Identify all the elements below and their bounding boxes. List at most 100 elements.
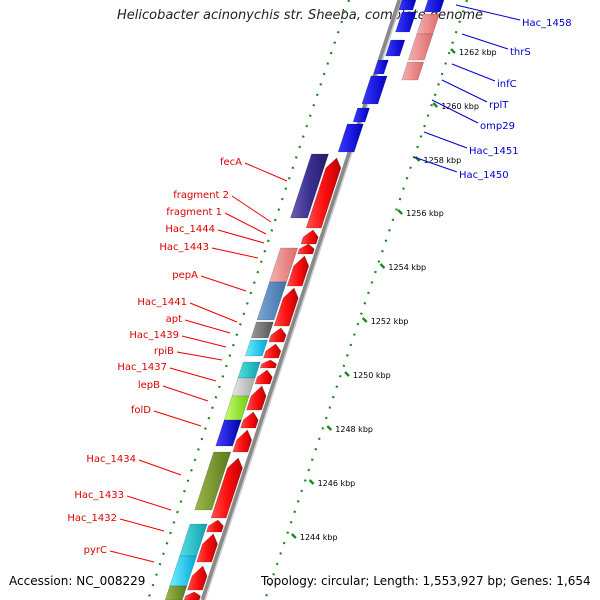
- gene-label-left[interactable]: Hac_1439: [129, 330, 179, 341]
- outer-feature-13: [164, 585, 188, 600]
- scale-tick-3: [326, 425, 333, 431]
- leader-line: [200, 275, 247, 292]
- forward-cds-14: [206, 519, 224, 533]
- forward-cds-6: [268, 327, 287, 343]
- reverse-cds-2: [395, 11, 417, 33]
- scale-tick-label: 1252 kbp: [371, 317, 409, 326]
- leader-line: [189, 302, 238, 323]
- gene-label-right[interactable]: infC: [497, 79, 517, 90]
- forward-cds-2: [300, 229, 319, 245]
- scale-tick-label: 1246 kbp: [318, 479, 356, 488]
- gene-label-left[interactable]: Hac_1444: [165, 224, 215, 235]
- forward-cds-4: [286, 255, 310, 287]
- leader-line: [169, 367, 217, 382]
- reverse-cds-7: [337, 123, 364, 153]
- leader-line: [211, 247, 259, 259]
- right-gene-labels: Hac_1458 thrS infC rplT omp29 Hac_1451 Hac_145…: [459, 18, 572, 181]
- scale-tick-6: [379, 263, 386, 269]
- outer-feature-5: [244, 339, 268, 357]
- scale-tick-9: [432, 102, 439, 108]
- leader-line: [109, 550, 155, 563]
- outer-feature-6: [237, 361, 261, 379]
- forward-cds-13: [210, 457, 243, 519]
- scale-tick-label: 1254 kbp: [388, 263, 426, 272]
- scale-tick-7: [397, 209, 403, 215]
- forward-cds-11: [240, 411, 259, 429]
- gene-label-left[interactable]: Hac_1441: [137, 297, 187, 308]
- accession-text: Accession: NC_008229: [9, 574, 146, 588]
- leader-line: [244, 162, 288, 182]
- label-leader-lines: [109, 4, 521, 563]
- forward-cds-9: [254, 369, 273, 385]
- gene-label-left[interactable]: Hac_1443: [159, 242, 209, 253]
- outer-feature-9: [215, 419, 242, 447]
- reverse-cds-track: [337, 0, 417, 153]
- leader-line: [231, 195, 272, 223]
- leader-line: [224, 212, 267, 235]
- gene-label-right[interactable]: rplT: [489, 100, 509, 111]
- gene-label-left[interactable]: Hac_1433: [74, 490, 124, 501]
- gene-label-left[interactable]: Hac_1434: [86, 454, 136, 465]
- gene-label-left[interactable]: pyrC: [84, 545, 107, 556]
- leader-line: [423, 131, 468, 149]
- forward-cds-3: [297, 243, 315, 255]
- forward-cds-1: [305, 157, 342, 229]
- gene-label-left[interactable]: Hac_1437: [117, 362, 167, 373]
- leader-line: [184, 319, 231, 334]
- leader-line: [176, 351, 223, 361]
- scale-tick-5: [361, 317, 368, 323]
- forward-cds-15: [196, 533, 218, 563]
- gene-label-left[interactable]: fragment 1: [166, 207, 222, 218]
- gene-label-left[interactable]: Hac_1432: [67, 513, 117, 524]
- forward-cds-16: [187, 565, 208, 591]
- gene-label-right[interactable]: Hac_1458: [522, 18, 572, 29]
- outer-top-feature-1: [423, 0, 445, 13]
- outer-feature-track: [164, 0, 445, 600]
- outer-feature-7: [231, 377, 256, 397]
- scale-tick-1: [291, 533, 297, 539]
- scale-tick-label: 1260 kbp: [441, 102, 479, 111]
- forward-cds-17: [183, 591, 201, 600]
- gene-label-left[interactable]: folD: [131, 405, 151, 416]
- forward-cds-5: [273, 287, 299, 327]
- leader-line: [441, 79, 488, 103]
- gene-label-left[interactable]: fecA: [220, 157, 242, 168]
- leader-line: [138, 459, 182, 476]
- leader-line: [126, 495, 172, 511]
- reverse-cds-3: [385, 39, 406, 57]
- scale-tick-label: 1250 kbp: [353, 371, 391, 380]
- leader-line: [119, 518, 165, 532]
- scale-tick-4: [344, 371, 350, 377]
- scale-tick-label: 1248 kbp: [335, 425, 373, 434]
- gene-label-left[interactable]: lepB: [138, 380, 160, 391]
- outer-top-feature-2: [416, 13, 440, 35]
- scale-ticks: 1244 kbp 1246 kbp 1248 kbp 1250 kbp 1252 kbp…: [291, 48, 497, 542]
- gene-label-left[interactable]: apt: [166, 314, 182, 325]
- genome-summary: Topology: circular; Length: 1,553,927 bp…: [261, 574, 591, 588]
- gene-label-left[interactable]: pepA: [172, 270, 198, 281]
- gene-label-right[interactable]: thrS: [510, 47, 531, 58]
- reverse-cds-5: [361, 75, 388, 105]
- outer-top-feature-3: [407, 33, 434, 61]
- gene-label-right[interactable]: omp29: [480, 121, 515, 132]
- leader-line: [153, 410, 202, 427]
- gene-label-right[interactable]: Hac_1451: [469, 146, 519, 157]
- gene-label-left[interactable]: fragment 2: [173, 190, 229, 201]
- gene-label-left[interactable]: rpiB: [154, 346, 174, 357]
- leader-line: [162, 385, 209, 402]
- leader-line: [413, 156, 458, 173]
- leader-line: [455, 4, 521, 21]
- leader-line: [431, 99, 479, 124]
- forward-cds-7: [263, 343, 282, 359]
- forward-cds-10: [246, 385, 267, 411]
- reverse-cds-6: [352, 107, 370, 123]
- outer-feature-1: [290, 153, 329, 219]
- scale-tick-label: 1258 kbp: [424, 156, 462, 165]
- forward-cds-track: [183, 157, 342, 600]
- left-gene-labels: fecA fragment 2 fragment 1 Hac_1444 Hac_1443…: [67, 157, 242, 556]
- leader-line: [451, 63, 496, 82]
- outer-feature-8: [223, 395, 250, 421]
- gene-label-right[interactable]: Hac_1450: [459, 170, 509, 181]
